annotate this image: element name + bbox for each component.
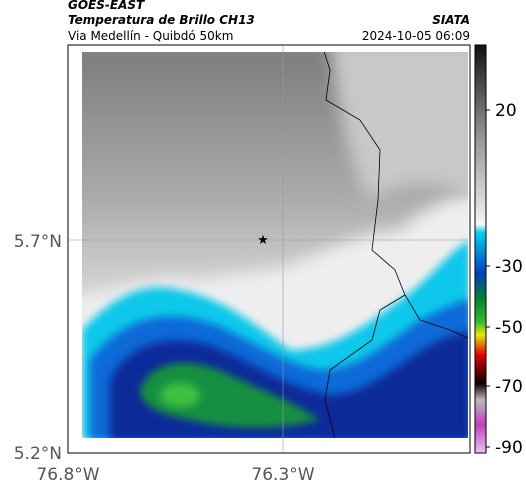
colorbar [474, 44, 487, 454]
colorbar-tick-label: -70 [495, 377, 523, 397]
colorbar-tick-label: -30 [495, 257, 523, 277]
y-label: 5.7°N [14, 232, 62, 252]
source: GOES-EAST [68, 0, 145, 12]
colorbar-ticks: 20 -30 -50 -70 -90 [486, 101, 523, 458]
agency: SIATA [432, 13, 470, 27]
colorbar-tick-label: -50 [495, 318, 523, 338]
satellite-image [82, 52, 468, 438]
colorbar-tick-label: -90 [495, 438, 523, 458]
x-label: 76.8°W [36, 465, 99, 485]
location-marker: ★ [257, 233, 269, 248]
x-label: 76.3°W [251, 465, 314, 485]
subtitle: Via Medellín - Quibdó 50km [68, 29, 233, 43]
datetime: 2024-10-05 06:09 [362, 29, 470, 43]
y-label: 5.2°N [14, 444, 62, 464]
header: GOES-EAST Temperatura de Brillo CH13 Via… [68, 0, 470, 43]
colorbar-tick-label: 20 [495, 101, 517, 121]
title: Temperatura de Brillo CH13 [68, 13, 255, 27]
